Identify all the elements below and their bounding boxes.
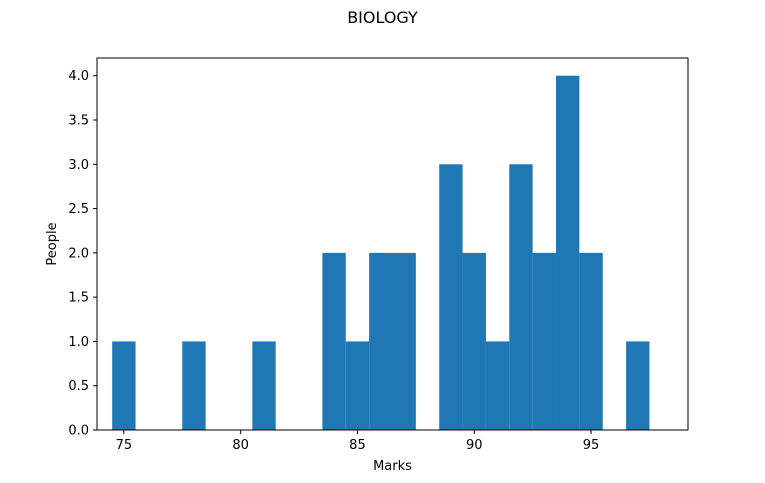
y-axis: 0.0 0.5 1.0 1.5 2.0 2.5 3.0 3.5 4.0 bbox=[68, 69, 97, 439]
histogram-bar-4 bbox=[345, 341, 370, 430]
histogram-bar-14 bbox=[626, 341, 650, 430]
histogram-bar-6 bbox=[392, 252, 416, 430]
x-tick-label: 95 bbox=[583, 438, 600, 453]
histogram-bar-11 bbox=[532, 252, 557, 430]
x-tick-label: 90 bbox=[466, 438, 483, 453]
histogram-bar-0 bbox=[112, 341, 136, 430]
histogram-bar-1 bbox=[182, 341, 206, 430]
histogram-bar-10 bbox=[509, 164, 533, 431]
y-tick-label: 3.0 bbox=[68, 158, 89, 173]
x-axis-title: Marks bbox=[373, 459, 412, 474]
x-tick-label: 80 bbox=[232, 438, 249, 453]
y-tick-label: 2.5 bbox=[68, 202, 89, 217]
histogram-bar-8 bbox=[462, 252, 486, 430]
y-tick-label: 1.5 bbox=[68, 291, 89, 306]
histogram-bar-5 bbox=[369, 252, 393, 430]
x-axis: 75 80 85 90 95 bbox=[116, 430, 600, 453]
histogram-bar-13 bbox=[579, 252, 603, 430]
y-tick-label: 2.0 bbox=[68, 246, 89, 261]
y-axis-title: People bbox=[45, 222, 60, 265]
histogram-bar-3 bbox=[322, 252, 346, 430]
chart-title: BIOLOGY bbox=[347, 8, 418, 27]
y-tick-label: 0.0 bbox=[68, 424, 89, 439]
bars-group bbox=[112, 75, 650, 431]
histogram-bar-7 bbox=[439, 164, 463, 431]
y-tick-label: 0.5 bbox=[68, 379, 89, 394]
y-tick-label: 4.0 bbox=[68, 69, 89, 84]
x-tick-label: 85 bbox=[349, 438, 366, 453]
histogram-bar-12 bbox=[556, 75, 580, 430]
histogram-bar-2 bbox=[252, 341, 276, 430]
plot-area-frame bbox=[96, 57, 689, 431]
x-tick-label: 75 bbox=[116, 438, 133, 453]
histogram-bar-9 bbox=[485, 341, 510, 430]
y-tick-label: 1.0 bbox=[68, 335, 89, 350]
y-tick-label: 3.5 bbox=[68, 114, 89, 129]
